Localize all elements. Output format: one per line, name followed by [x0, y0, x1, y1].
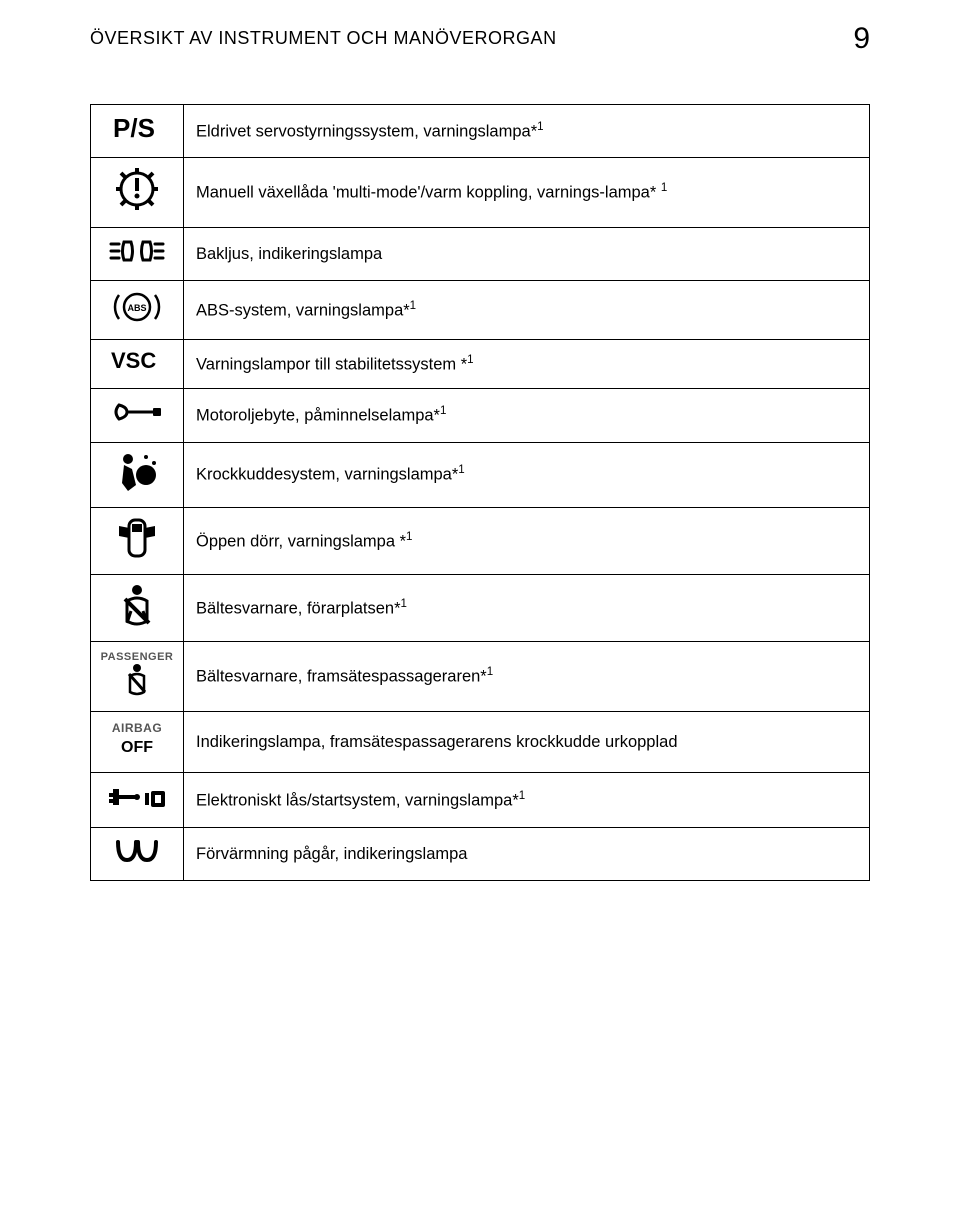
vsc-icon: VSC — [109, 346, 165, 376]
svg-text:P/S: P/S — [113, 113, 155, 143]
icon-cell: PASSENGER — [91, 642, 184, 711]
table-row: AIRBAG OFF Indikeringslampa, framsätespa… — [91, 711, 870, 772]
row-label: Manuell växellåda 'multi-mode'/varm kopp… — [184, 158, 870, 227]
icon-cell — [91, 772, 184, 827]
page-header: ÖVERSIKT AV INSTRUMENT OCH MANÖVERORGAN … — [90, 28, 870, 56]
row-label: Öppen dörr, varningslampa *1 — [184, 507, 870, 574]
svg-text:PASSENGER: PASSENGER — [101, 651, 173, 663]
icon-cell — [91, 507, 184, 574]
table-row: Bakljus, indikeringslampa — [91, 227, 870, 280]
svg-text:OFF: OFF — [121, 739, 153, 756]
table-row: Elektroniskt lås/startsystem, varningsla… — [91, 772, 870, 827]
icon-cell — [91, 389, 184, 442]
row-label: ABS-system, varningslampa*1 — [184, 280, 870, 339]
table-row: Öppen dörr, varningslampa *1 — [91, 507, 870, 574]
table-row: PASSENGER Bältesvarnare, framsätespassag… — [91, 642, 870, 711]
abs-icon: ABS — [109, 287, 165, 327]
table-row: Manuell växellåda 'multi-mode'/varm kopp… — [91, 158, 870, 227]
table-row: ABS ABS-system, varningslampa*1 — [91, 280, 870, 339]
table-row: P/S Eldrivet servostyrningssystem, varni… — [91, 105, 870, 158]
row-label: Bakljus, indikeringslampa — [184, 227, 870, 280]
rear-light-icon — [107, 234, 167, 268]
table-row: Motoroljebyte, påminnelselampa*1 — [91, 389, 870, 442]
header-title: ÖVERSIKT AV INSTRUMENT OCH MANÖVERORGAN — [90, 28, 557, 49]
row-label: Motoroljebyte, påminnelselampa*1 — [184, 389, 870, 442]
wrench-icon — [109, 395, 165, 429]
icon-cell: P/S — [91, 105, 184, 158]
door-open-icon — [117, 514, 157, 562]
glow-plug-icon — [110, 834, 164, 868]
svg-text:ABS: ABS — [127, 303, 146, 313]
document-page: ÖVERSIKT AV INSTRUMENT OCH MANÖVERORGAN … — [0, 0, 960, 1206]
table-row: Bältesvarnare, förarplatsen*1 — [91, 575, 870, 642]
icon-cell — [91, 227, 184, 280]
icon-cell — [91, 158, 184, 227]
table-row: Förvärmning pågår, indikeringslampa — [91, 828, 870, 881]
row-label: Elektroniskt lås/startsystem, varningsla… — [184, 772, 870, 827]
icon-cell: VSC — [91, 340, 184, 389]
ps-icon: P/S — [109, 111, 165, 145]
table-row: VSC Varningslampor till stabilitetssyste… — [91, 340, 870, 389]
row-label: Bältesvarnare, förarplatsen*1 — [184, 575, 870, 642]
row-label: Eldrivet servostyrningssystem, varningsl… — [184, 105, 870, 158]
row-label: Indikeringslampa, framsätespassagerarens… — [184, 711, 870, 772]
warning-lamp-table: P/S Eldrivet servostyrningssystem, varni… — [90, 104, 870, 881]
svg-text:VSC: VSC — [111, 348, 156, 373]
gear-exclaim-icon — [112, 164, 162, 214]
icon-cell — [91, 442, 184, 507]
icon-cell — [91, 828, 184, 881]
icon-cell: ABS — [91, 280, 184, 339]
row-label: Krockkuddesystem, varningslampa*1 — [184, 442, 870, 507]
svg-text:AIRBAG: AIRBAG — [112, 721, 162, 735]
row-label: Förvärmning pågår, indikeringslampa — [184, 828, 870, 881]
key-lock-icon — [107, 779, 167, 815]
passenger-seatbelt-icon: PASSENGER — [101, 648, 173, 698]
airbag-person-icon — [114, 449, 160, 495]
icon-cell — [91, 575, 184, 642]
airbag-off-icon: AIRBAG OFF — [105, 718, 169, 760]
icon-cell: AIRBAG OFF — [91, 711, 184, 772]
page-number: 9 — [853, 22, 870, 56]
row-label: Varningslampor till stabilitetssystem *1 — [184, 340, 870, 389]
seatbelt-driver-icon — [117, 581, 157, 629]
row-label: Bältesvarnare, framsätespassageraren*1 — [184, 642, 870, 711]
table-row: Krockkuddesystem, varningslampa*1 — [91, 442, 870, 507]
